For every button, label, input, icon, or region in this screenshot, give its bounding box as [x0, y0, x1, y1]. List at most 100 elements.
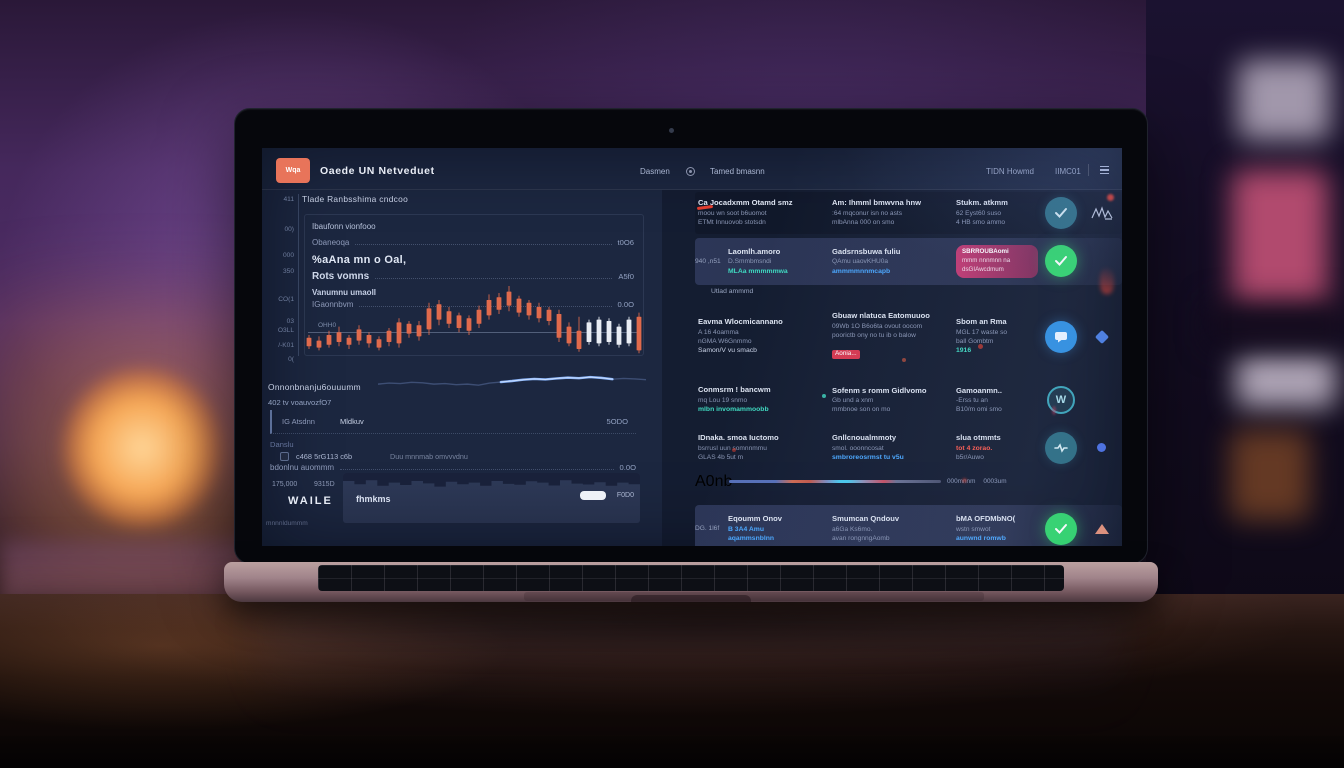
feed-text-line: Samon/V vu smacb [698, 347, 757, 355]
header-account-label[interactable]: TIDN Howmd [986, 167, 1035, 176]
feed-text-line: a6Ga Ks6mo. [832, 525, 873, 533]
checkbox-label[interactable]: c468 5rG113 c6b [296, 452, 353, 461]
amount-label: IG Atsdnn [282, 417, 315, 426]
axis-tick-label: /-K01 [278, 342, 294, 349]
app-logo[interactable]: Wqa [276, 158, 310, 183]
amount-input[interactable]: IG Atsdnn Mldkuv 5ODO [270, 410, 636, 434]
activity-feed: Ca Jocadxmm Otamd smz moou wn soot b6uomo… [695, 190, 1122, 546]
signature-icon [1081, 205, 1122, 221]
axis-tick-label: O3LL [277, 327, 294, 334]
highlight-chip[interactable]: SBRROUBAomi mmm nnnmnn na dsGIAwcdmum [956, 245, 1038, 278]
chart-tag: OHH0 [318, 322, 337, 329]
shelf-shadow [1206, 300, 1344, 348]
feed-text-line: smbroreosrmst tu v5u [832, 453, 904, 461]
feed-text-line: Sbom an Rma [956, 317, 1007, 327]
feed-text-line: Smumcan Qndouv [832, 514, 900, 524]
wallet-input-text[interactable]: fhmkms [356, 494, 391, 504]
fee-value: 0.0O [619, 463, 636, 472]
leader-line [340, 469, 614, 470]
feed-text-line: moou wn soot b6uomot [698, 210, 767, 218]
axis-tick-label: 00) [284, 226, 294, 233]
wallet-input-panel[interactable]: fhmkms F0D0 [343, 473, 640, 523]
axis-tick-label: 03 [286, 318, 294, 325]
screen-reflection [260, 606, 1120, 716]
nav-item-markets[interactable]: Tamed bmasnn [710, 167, 765, 176]
feed-text-line: aqammsnblnn [728, 535, 775, 543]
feed-text-line: MLAa mmmmmwa [728, 267, 788, 275]
feed-text-line: QAmu uaovKHU0a [832, 258, 889, 266]
trade-pair-1: Obaneoqa t0O6 [312, 238, 634, 247]
chat-icon[interactable] [1045, 320, 1077, 353]
pair1-value: t0O6 [617, 238, 634, 247]
feed-text-line: b5r/Auwo [956, 454, 984, 462]
shelf-book [1236, 352, 1336, 408]
trade-pair-2: Rots vomns A5f0 [312, 271, 634, 282]
feed-text-line: Eavma Wlocmicannano [698, 317, 783, 327]
feed-text-line: Aonia... [832, 340, 950, 362]
feed-text-line: Conmsrm ! bancwm [698, 385, 771, 395]
chip-line: SBRROUBAomi [962, 248, 1009, 255]
checkbox[interactable] [280, 452, 289, 461]
feed-row[interactable]: Ca Jocadxmm Otamd smz moou wn soot b6uomo… [695, 192, 1122, 234]
leader-line [375, 278, 613, 279]
feed-text-line: Gb und a xnm [832, 397, 874, 405]
feed-text-line: D.Smmbmsndi [728, 258, 772, 266]
triangle-icon [1081, 523, 1122, 534]
shelf-book [1232, 170, 1328, 320]
amount-value: 5ODO [606, 417, 628, 426]
feed-row[interactable]: Conmsrm ! bancwm mq Lou 19 snmo mlbn invom… [695, 380, 1122, 419]
shelf-book [1238, 60, 1330, 140]
feed-text-line: :64 mqconur isn no asts [832, 210, 903, 218]
feed-row[interactable]: 940 ,n51 Laomlh.amoro D.Smmbmsndi MLAa mmmm… [695, 238, 1122, 285]
feed-text-line: avan rongnngAomb [832, 535, 890, 543]
pulse-icon[interactable] [1045, 431, 1077, 464]
menu-icon[interactable] [1100, 166, 1109, 174]
check-icon[interactable] [1045, 197, 1077, 229]
feed-col: bMA OFDMbNO(wstn smwot aunwnd romwb [953, 514, 1041, 543]
feed-row[interactable]: DG. 1l6f Eqoumm Onov B 3A4 Amu aqammsnblnn S… [695, 504, 1122, 546]
feed-text-line: Gnllcnoualmmoty [832, 433, 897, 443]
check-icon[interactable] [1045, 245, 1077, 278]
feed-col: Ca Jocadxmm Otamd smz moou wn soot b6uomo… [695, 198, 829, 227]
check-icon[interactable] [1045, 512, 1077, 545]
feed-row[interactable]: IDnaka. smoa Iuctomo bsrrusl uun somnnmmu… [695, 428, 1122, 468]
feed-text-line: IDnaka. smoa Iuctomo [698, 433, 779, 443]
feed-col: slua otmmts tot 4 zorao. b5r/Auwo [953, 433, 1041, 462]
feed-col: Gamoanmn.. -Erss tu an B10/m omi smo [953, 386, 1041, 415]
feed-text-line: 4 HB smo ammo [956, 219, 1006, 227]
trade-line-2a: Vanumnu umaoll [312, 288, 377, 297]
feed-text-line: mlbAnna 000 on smo [832, 219, 895, 227]
sparkline-chart [378, 375, 646, 386]
webcam-dot [669, 128, 674, 133]
candlestick-chart[interactable] [304, 286, 644, 356]
chart-baseline [308, 332, 640, 333]
spark-subtitle: 402 tv voauvozfO7 [268, 398, 332, 407]
feed-text-line: bMA OFDMbNO( [956, 514, 1016, 524]
w-icon[interactable]: W [1047, 386, 1075, 415]
spark-title: Onnonbnanju6ouuumm [268, 382, 361, 392]
feed-row[interactable]: Eavma Wlocmicannano A 16 4oamma nGMA W6Gnm… [695, 305, 1122, 368]
feed-text-line: nGMA W6Gnmmo [698, 338, 752, 346]
feed-text-line: mq Lou 19 snmo [698, 397, 748, 405]
feed-text-line: Ca Jocadxmm Otamd smz [698, 198, 793, 208]
leader-line [359, 306, 612, 307]
progress-value-b: 0003um [983, 478, 1007, 486]
leader-line [355, 244, 612, 245]
wallet-button[interactable] [580, 491, 606, 500]
feed-col: IDnaka. smoa Iuctomo bsrrusl uun somnnmmu… [695, 433, 829, 462]
axis-tick-label: 350 [282, 268, 294, 275]
feed-col: Sofenm s romm Gidlvomo Gb und a xnm mmbnoe… [829, 386, 953, 415]
progress-value-a: 000mnnm [947, 478, 976, 486]
feed-text-line: aunwnd romwb [956, 534, 1006, 542]
keyboard[interactable] [318, 565, 1064, 591]
feed-col: Eavma Wlocmicannano A 16 4oamma nGMA W6Gnm… [695, 317, 829, 356]
progress-bar[interactable] [729, 480, 941, 484]
nav-item-overview[interactable]: Dasmen [640, 167, 670, 176]
feed-col: Gbuaw nlatuca Eatomuuoo 09Wb 1O B6o6ta ov… [829, 311, 953, 362]
laptop-base [224, 562, 1158, 602]
feed-text-line: Gamoanmn.. [956, 385, 1002, 395]
trading-dashboard: Wqa Oaede UN Netveduet Dasmen Tamed bmas… [262, 148, 1122, 546]
trackpad[interactable] [524, 592, 984, 601]
progress-row: A0nb 000mnnm 0003um [695, 473, 1122, 491]
